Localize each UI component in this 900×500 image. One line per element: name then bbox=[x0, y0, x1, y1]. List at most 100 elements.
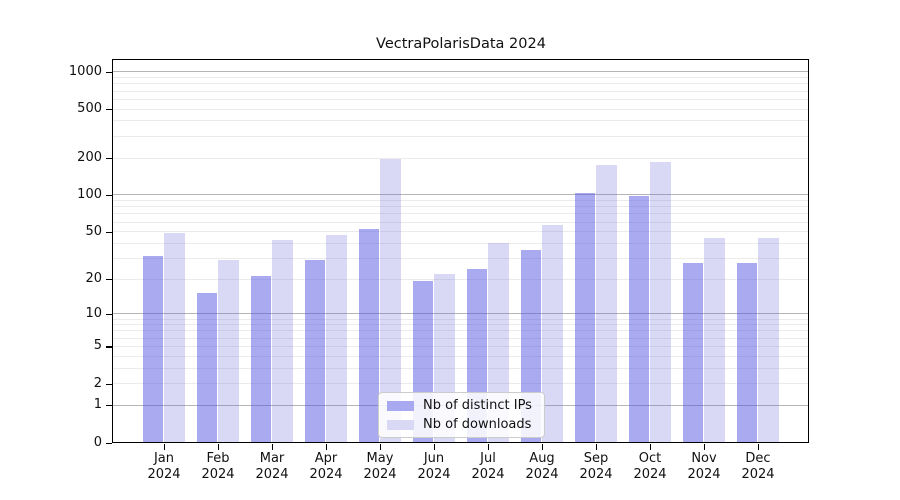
x-tick-label: Oct 2024 bbox=[633, 451, 667, 482]
x-tick-mark bbox=[542, 444, 544, 450]
y-tick-mark bbox=[106, 194, 112, 197]
x-tick-mark bbox=[758, 444, 760, 450]
y-tick-mark bbox=[106, 71, 112, 73]
x-tick-label: Sep 2024 bbox=[579, 451, 613, 482]
y-tick-label: 100 bbox=[77, 186, 102, 202]
x-tick-label: Apr 2024 bbox=[309, 451, 343, 482]
bar-distinct-ips bbox=[736, 263, 757, 442]
bar-downloads bbox=[596, 164, 617, 442]
bar-distinct-ips bbox=[304, 259, 325, 442]
bar-downloads bbox=[272, 240, 293, 442]
x-tick-mark bbox=[164, 444, 166, 450]
bar-downloads bbox=[650, 162, 671, 442]
legend-item-distinct-ips: Nb of distinct IPs bbox=[379, 398, 544, 413]
minor-gridline bbox=[113, 367, 808, 369]
bar-distinct-ips bbox=[196, 293, 217, 442]
x-tick-mark bbox=[380, 444, 382, 450]
legend-swatch-distinct-ips bbox=[387, 400, 414, 411]
major-gridline bbox=[113, 71, 808, 73]
minor-gridline bbox=[113, 324, 808, 326]
minor-gridline bbox=[113, 257, 808, 259]
x-tick-mark bbox=[650, 444, 652, 450]
minor-gridline bbox=[113, 355, 808, 357]
minor-gridline bbox=[113, 213, 808, 215]
bar-distinct-ips bbox=[250, 276, 271, 442]
y-tick-mark bbox=[106, 231, 112, 233]
y-tick-label: 1000 bbox=[68, 63, 102, 79]
bar-downloads bbox=[704, 237, 725, 442]
chart-title: VectraPolarisData 2024 bbox=[376, 36, 546, 52]
x-tick-label: Jan 2024 bbox=[147, 451, 181, 482]
minor-gridline bbox=[113, 120, 808, 122]
x-tick-mark bbox=[272, 444, 274, 450]
minor-gridline bbox=[113, 77, 808, 78]
y-tick-label: 500 bbox=[77, 101, 102, 116]
x-tick-mark bbox=[326, 444, 328, 450]
legend-swatch-downloads bbox=[387, 419, 414, 430]
bar-downloads bbox=[326, 235, 347, 442]
legend: Nb of distinct IPs Nb of downloads bbox=[378, 392, 545, 438]
bar-downloads bbox=[380, 158, 401, 442]
minor-gridline bbox=[113, 278, 808, 280]
minor-gridline bbox=[113, 90, 808, 92]
x-tick-mark bbox=[704, 444, 706, 450]
y-tick-label: 10 bbox=[85, 305, 102, 321]
y-tick-label: 0 bbox=[93, 434, 102, 450]
x-tick-label: Jun 2024 bbox=[417, 451, 451, 482]
y-tick-mark bbox=[106, 279, 112, 281]
minor-gridline bbox=[113, 345, 808, 347]
minor-gridline bbox=[113, 83, 808, 85]
legend-label-downloads: Nb of downloads bbox=[423, 417, 532, 432]
bar-distinct-ips bbox=[142, 256, 163, 442]
x-tick-label: Nov 2024 bbox=[687, 451, 721, 482]
x-tick-label: Feb 2024 bbox=[201, 451, 235, 482]
y-tick-label: 2 bbox=[93, 375, 102, 391]
minor-gridline bbox=[113, 206, 808, 208]
bar-distinct-ips bbox=[682, 263, 703, 442]
minor-gridline bbox=[113, 98, 808, 100]
y-tick-mark bbox=[106, 442, 112, 444]
y-tick-label: 20 bbox=[85, 271, 102, 287]
bar-downloads bbox=[758, 237, 779, 442]
bar-distinct-ips bbox=[628, 196, 649, 442]
x-tick-mark bbox=[434, 444, 436, 450]
y-tick-mark bbox=[106, 346, 112, 348]
x-tick-label: Dec 2024 bbox=[741, 451, 775, 482]
minor-gridline bbox=[113, 330, 808, 332]
minor-gridline bbox=[113, 135, 808, 137]
minor-gridline bbox=[113, 157, 808, 159]
bar-downloads bbox=[218, 259, 239, 442]
x-tick-mark bbox=[488, 444, 490, 450]
y-tick-mark bbox=[106, 109, 112, 111]
minor-gridline bbox=[113, 108, 808, 110]
y-tick-mark bbox=[106, 313, 112, 316]
minor-gridline bbox=[113, 337, 808, 339]
legend-item-downloads: Nb of downloads bbox=[379, 417, 544, 432]
legend-label-distinct-ips: Nb of distinct IPs bbox=[423, 398, 532, 413]
y-tick-label: 1 bbox=[93, 397, 102, 413]
y-tick-label: 50 bbox=[85, 223, 102, 239]
bar-distinct-ips bbox=[574, 193, 595, 442]
bar-downloads bbox=[164, 233, 185, 442]
plot-area bbox=[112, 59, 809, 443]
x-tick-label: Mar 2024 bbox=[255, 451, 289, 482]
minor-gridline bbox=[113, 318, 808, 320]
bar-downloads bbox=[542, 225, 563, 442]
y-tick-mark bbox=[106, 405, 112, 407]
minor-gridline bbox=[113, 221, 808, 223]
x-tick-mark bbox=[218, 444, 220, 450]
x-tick-label: May 2024 bbox=[363, 451, 397, 482]
major-gridline bbox=[113, 194, 808, 196]
bar-distinct-ips bbox=[358, 229, 379, 442]
minor-gridline bbox=[113, 383, 808, 385]
minor-gridline bbox=[113, 200, 808, 201]
y-tick-label: 5 bbox=[93, 338, 102, 354]
minor-gridline bbox=[113, 242, 808, 244]
x-tick-label: Jul 2024 bbox=[471, 451, 505, 482]
major-gridline bbox=[113, 313, 808, 315]
y-tick-mark bbox=[106, 383, 112, 385]
x-tick-label: Aug 2024 bbox=[525, 451, 559, 482]
minor-gridline bbox=[113, 231, 808, 233]
y-tick-mark bbox=[106, 158, 112, 160]
